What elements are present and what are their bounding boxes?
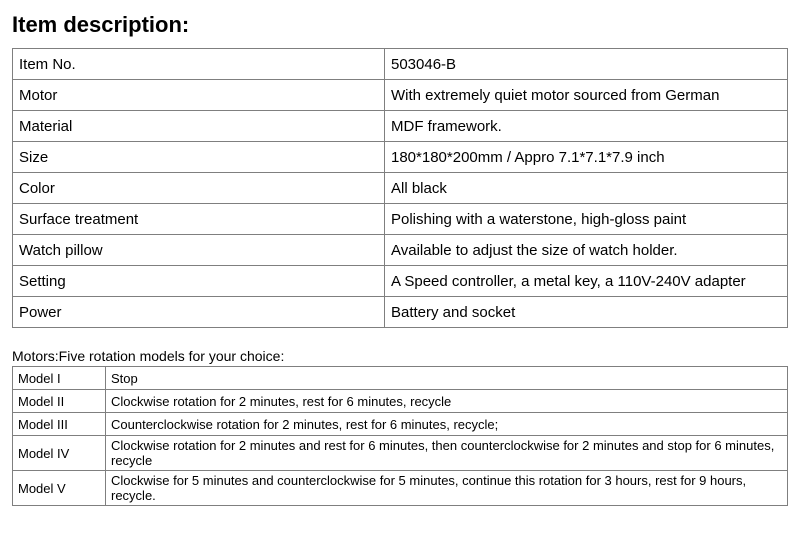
- table-row: ColorAll black: [13, 173, 788, 204]
- spec-value: Polishing with a waterstone, high-gloss …: [385, 204, 788, 235]
- spec-value: 180*180*200mm / Appro 7.1*7.1*7.9 inch: [385, 142, 788, 173]
- spec-value: Available to adjust the size of watch ho…: [385, 235, 788, 266]
- spec-value: Battery and socket: [385, 297, 788, 328]
- motor-desc: Stop: [106, 367, 788, 390]
- table-row: SettingA Speed controller, a metal key, …: [13, 266, 788, 297]
- motor-model: Model IV: [13, 436, 106, 471]
- table-row: MaterialMDF framework.: [13, 111, 788, 142]
- table-row: MotorWith extremely quiet motor sourced …: [13, 80, 788, 111]
- table-row: Model IIICounterclockwise rotation for 2…: [13, 413, 788, 436]
- table-row: Size180*180*200mm / Appro 7.1*7.1*7.9 in…: [13, 142, 788, 173]
- spec-label: Size: [13, 142, 385, 173]
- table-row: Model IVClockwise rotation for 2 minutes…: [13, 436, 788, 471]
- spec-value: All black: [385, 173, 788, 204]
- motor-model: Model V: [13, 471, 106, 506]
- spec-label: Material: [13, 111, 385, 142]
- motor-desc: Counterclockwise rotation for 2 minutes,…: [106, 413, 788, 436]
- spec-value: With extremely quiet motor sourced from …: [385, 80, 788, 111]
- spec-table-body: Item No.503046-BMotorWith extremely quie…: [13, 49, 788, 328]
- spec-label: Power: [13, 297, 385, 328]
- spec-value: MDF framework.: [385, 111, 788, 142]
- table-row: Watch pillowAvailable to adjust the size…: [13, 235, 788, 266]
- spec-label: Watch pillow: [13, 235, 385, 266]
- spec-value: 503046-B: [385, 49, 788, 80]
- spec-label: Item No.: [13, 49, 385, 80]
- table-row: Model IStop: [13, 367, 788, 390]
- motor-model: Model III: [13, 413, 106, 436]
- motors-caption: Motors:Five rotation models for your cho…: [12, 348, 788, 364]
- motor-table-body: Model IStopModel IIClockwise rotation fo…: [13, 367, 788, 506]
- spec-value: A Speed controller, a metal key, a 110V-…: [385, 266, 788, 297]
- spec-label: Surface treatment: [13, 204, 385, 235]
- spec-label: Setting: [13, 266, 385, 297]
- table-row: PowerBattery and socket: [13, 297, 788, 328]
- motor-table: Model IStopModel IIClockwise rotation fo…: [12, 366, 788, 506]
- motor-desc: Clockwise for 5 minutes and counterclock…: [106, 471, 788, 506]
- spec-table: Item No.503046-BMotorWith extremely quie…: [12, 48, 788, 328]
- motor-model: Model II: [13, 390, 106, 413]
- motor-desc: Clockwise rotation for 2 minutes, rest f…: [106, 390, 788, 413]
- spec-label: Color: [13, 173, 385, 204]
- motor-desc: Clockwise rotation for 2 minutes and res…: [106, 436, 788, 471]
- table-row: Model IIClockwise rotation for 2 minutes…: [13, 390, 788, 413]
- spec-label: Motor: [13, 80, 385, 111]
- table-row: Item No.503046-B: [13, 49, 788, 80]
- table-row: Model VClockwise for 5 minutes and count…: [13, 471, 788, 506]
- motor-model: Model I: [13, 367, 106, 390]
- page-title: Item description:: [12, 12, 788, 38]
- table-row: Surface treatmentPolishing with a waters…: [13, 204, 788, 235]
